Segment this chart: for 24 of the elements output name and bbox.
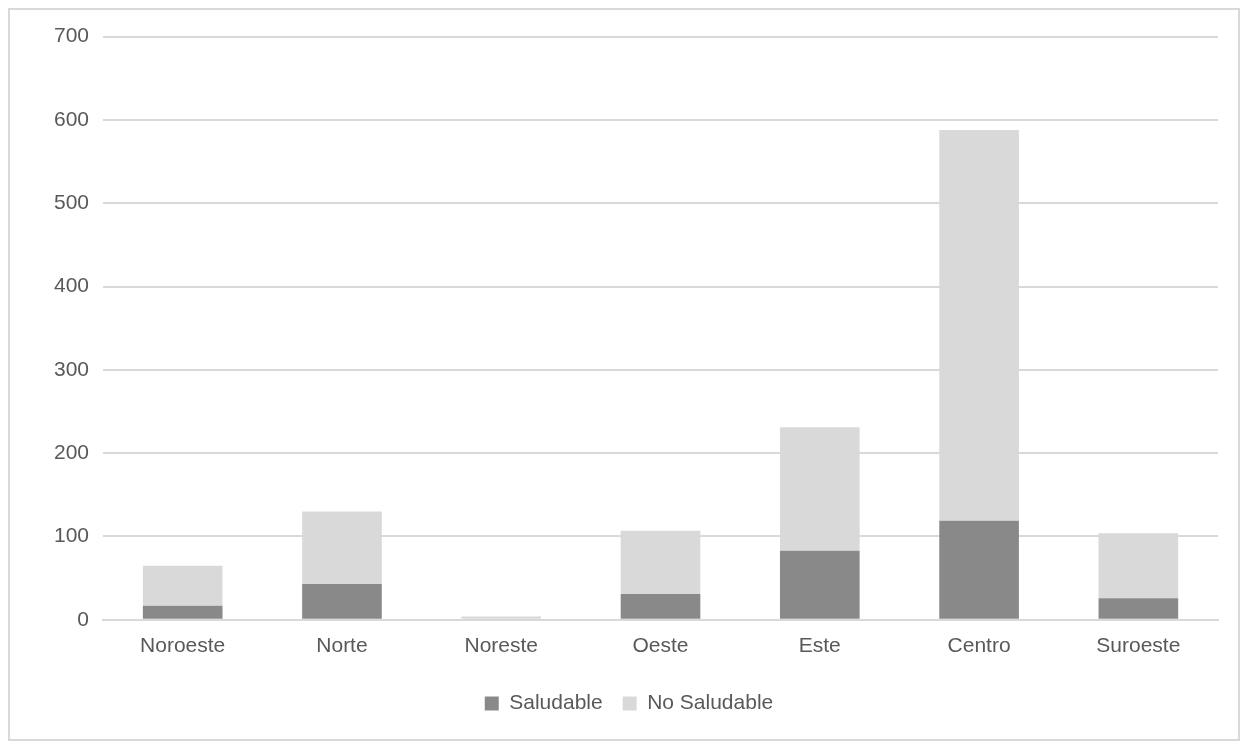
bar xyxy=(1098,598,1179,619)
legend-label: Saludable xyxy=(509,690,603,714)
y-tick-label: 400 xyxy=(53,273,90,297)
x-tick-label: Oeste xyxy=(632,633,689,657)
bar xyxy=(302,583,382,619)
y-tick-label: 700 xyxy=(53,23,90,47)
x-tick-label: Suroeste xyxy=(1096,633,1181,657)
bar xyxy=(620,593,701,619)
legend-label: No Saludable xyxy=(647,690,774,714)
y-tick-label: 600 xyxy=(53,106,90,130)
x-tick-label: Este xyxy=(798,633,841,657)
x-tick-label: Noreste xyxy=(464,633,538,657)
x-tick-label: Noroeste xyxy=(140,633,226,657)
y-tick-label: 200 xyxy=(53,439,90,463)
y-tick-label: 100 xyxy=(53,523,90,547)
y-tick-label: 300 xyxy=(53,356,90,380)
x-tick-label: Norte xyxy=(316,633,368,657)
y-tick-label: 500 xyxy=(53,190,90,214)
bar xyxy=(779,550,860,619)
y-tick-label: 0 xyxy=(77,606,90,630)
bar xyxy=(142,565,223,606)
x-tick-label: Centro xyxy=(947,633,1011,657)
bar xyxy=(142,605,223,619)
bar xyxy=(939,520,1019,619)
